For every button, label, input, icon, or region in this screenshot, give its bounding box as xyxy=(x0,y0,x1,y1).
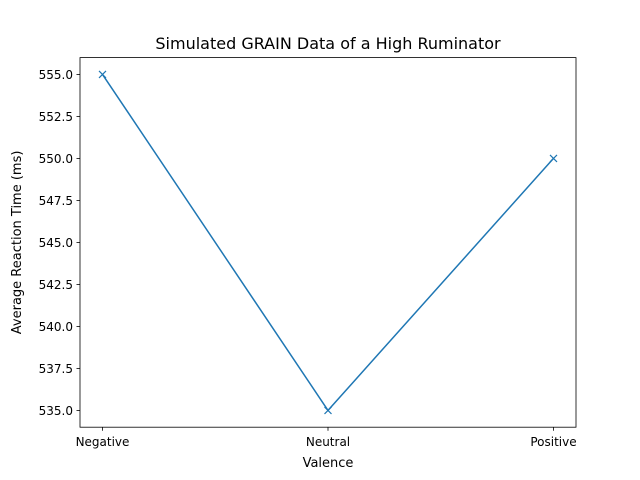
y-axis-label: Average Reaction Time (ms) xyxy=(10,151,25,335)
y-axis: 535.0 537.5 540.0 542.5 545.0 547.5 550.0 552.5… xyxy=(39,68,80,418)
y-tick-label: 552.5 xyxy=(39,110,73,124)
x-axis-label: Valence xyxy=(303,456,354,471)
y-tick-label: 547.5 xyxy=(39,194,73,208)
data-point-positive xyxy=(549,154,558,163)
data-point-neutral xyxy=(324,406,332,415)
chart-title: Simulated GRAIN Data of a High Ruminator xyxy=(155,34,501,53)
plot-area xyxy=(98,70,558,415)
x-tick-label: Positive xyxy=(530,435,576,449)
x-tick-label: Neutral xyxy=(306,435,350,449)
x-axis: Negative Neutral Positive xyxy=(76,427,577,449)
data-point-negative xyxy=(98,70,107,79)
y-tick-label: 535.0 xyxy=(39,404,73,418)
y-tick-label: 550.0 xyxy=(39,152,73,166)
y-tick-label: 555.0 xyxy=(39,68,73,82)
y-tick-label: 542.5 xyxy=(39,278,73,292)
y-tick-label: 545.0 xyxy=(39,236,73,250)
y-tick-label: 540.0 xyxy=(39,320,73,334)
x-tick-label: Negative xyxy=(76,435,130,449)
y-tick-label: 537.5 xyxy=(39,362,73,376)
